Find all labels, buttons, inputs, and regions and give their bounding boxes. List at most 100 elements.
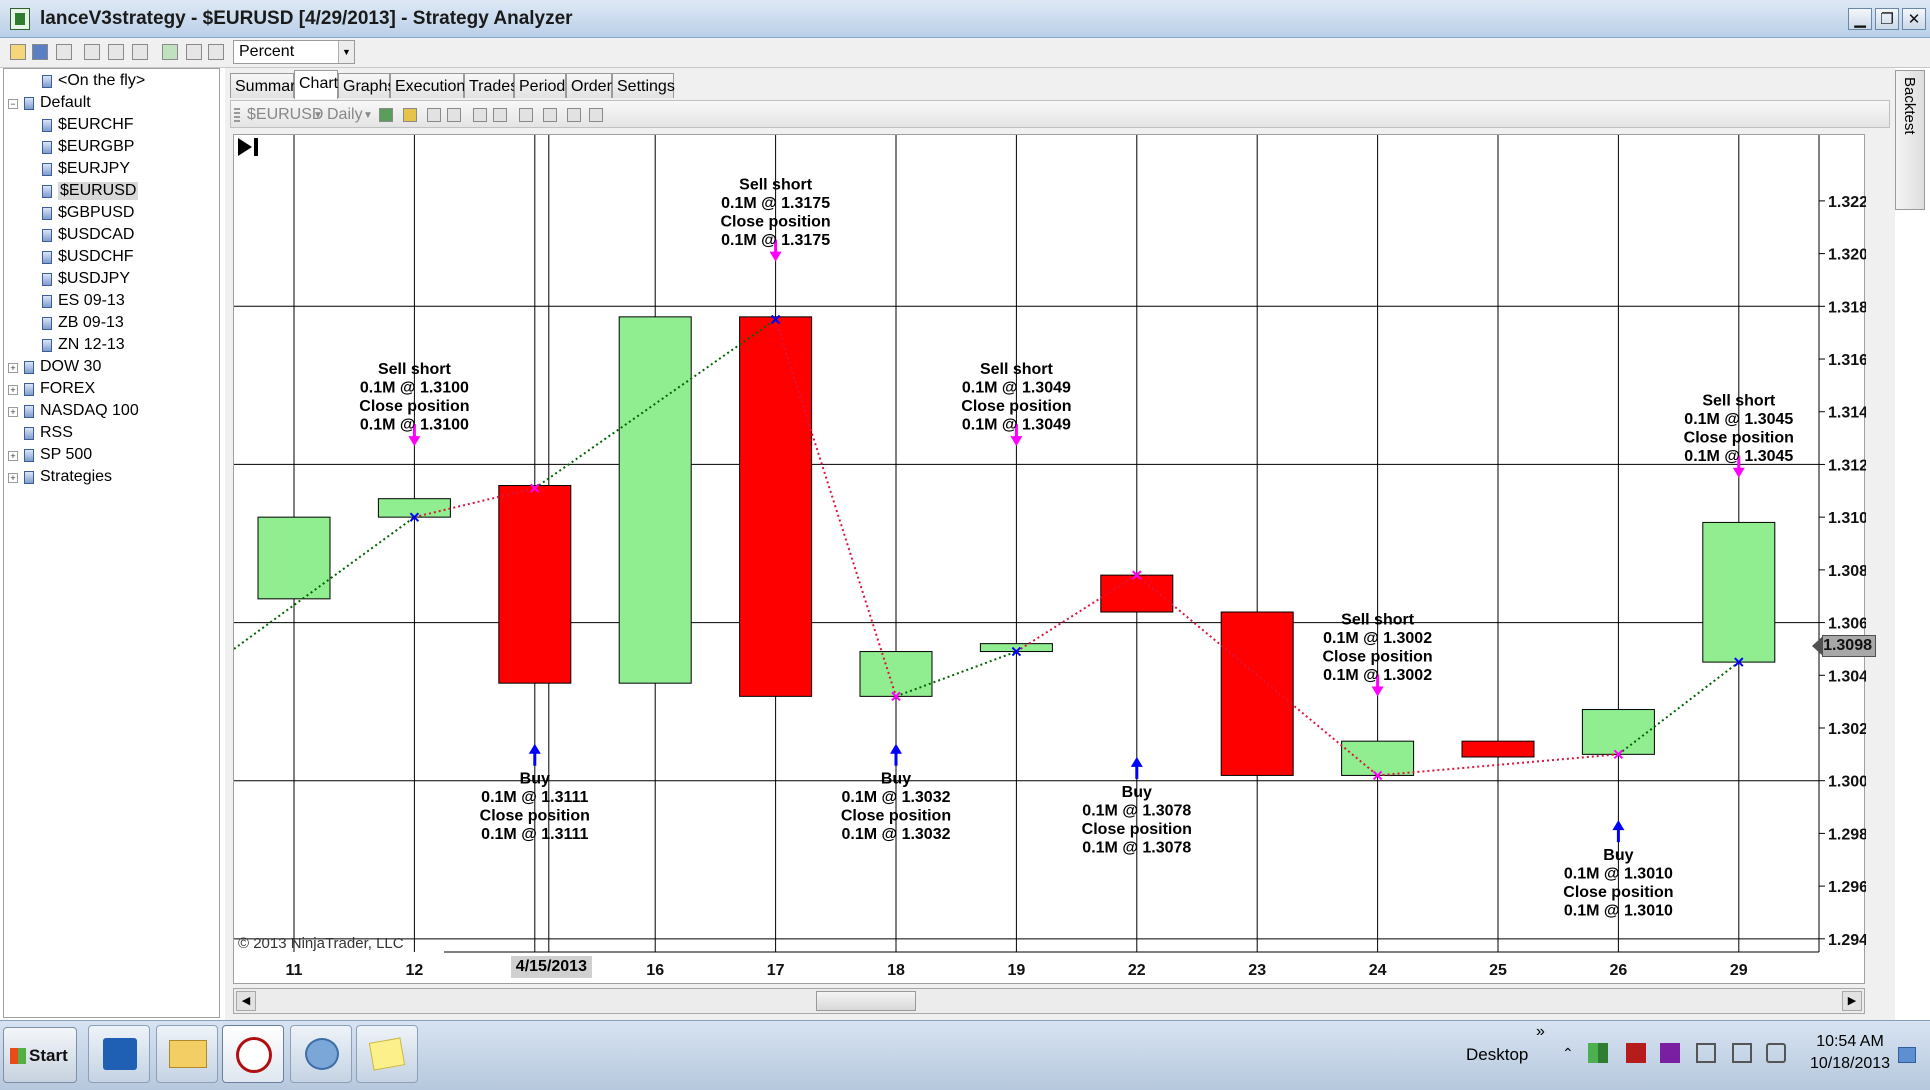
scroll-thumb[interactable] xyxy=(816,991,916,1011)
power-icon[interactable] xyxy=(1732,1043,1752,1063)
tab-graphs[interactable]: Graphs xyxy=(338,73,395,98)
tree-item[interactable]: $GBPUSD xyxy=(4,203,214,225)
backtest-side-tab[interactable]: Backtest xyxy=(1895,70,1925,210)
close-button[interactable]: ✕ xyxy=(1902,8,1926,30)
tree-item[interactable]: $EURGBP xyxy=(4,137,214,159)
display-mode-select[interactable]: Percent ▼ xyxy=(233,40,355,64)
clock-date[interactable]: 10/18/2013 xyxy=(1809,1055,1891,1072)
snapshot-icon[interactable] xyxy=(567,108,581,122)
tree-item[interactable]: $EURUSD xyxy=(4,181,214,203)
tree-item[interactable]: + DOW 30 xyxy=(4,357,214,379)
print-icon[interactable] xyxy=(56,44,72,60)
tree-item[interactable]: RSS xyxy=(4,423,214,445)
scroll-left-arrow-icon[interactable]: ◀ xyxy=(236,991,256,1011)
expand-icon[interactable]: + xyxy=(8,407,18,417)
tab-periods[interactable]: Periods xyxy=(514,73,573,98)
scroll-right-arrow-icon[interactable]: ▶ xyxy=(1842,991,1862,1011)
time-tick-label: 23 xyxy=(1248,962,1266,979)
scroll-to-end-icon[interactable] xyxy=(234,135,264,159)
expand-icon[interactable]: + xyxy=(8,451,18,461)
execution-marker xyxy=(1011,646,1022,657)
restore-button[interactable]: ❐ xyxy=(1875,8,1899,30)
action-center-flag-icon[interactable] xyxy=(1696,1043,1716,1063)
buy-signal-label: 0.1M @ 1.3010 xyxy=(1564,903,1673,920)
remove-icon[interactable] xyxy=(208,44,224,60)
bar-style-icon[interactable] xyxy=(379,108,393,122)
horizontal-scrollbar[interactable]: ◀ ▶ xyxy=(233,988,1865,1014)
tab-orders[interactable]: Orders xyxy=(566,73,620,98)
sticky-notes-task-button[interactable] xyxy=(356,1025,418,1083)
tray-app-icon[interactable] xyxy=(1588,1043,1608,1063)
tree-item[interactable]: ZB 09-13 xyxy=(4,313,214,335)
crosshair-icon[interactable] xyxy=(473,108,487,122)
price-tick-label: 1.3040 xyxy=(1828,668,1866,685)
ninjatrader-task-button[interactable] xyxy=(222,1025,284,1083)
properties-icon[interactable] xyxy=(493,108,507,122)
period-selector[interactable]: Daily xyxy=(327,106,363,123)
chevron-down-icon[interactable]: ▼ xyxy=(363,110,373,121)
tree-item[interactable]: $EURCHF xyxy=(4,115,214,137)
expand-icon[interactable]: + xyxy=(8,363,18,373)
tree-item[interactable]: $USDJPY xyxy=(4,269,214,291)
edit-icon[interactable] xyxy=(186,44,202,60)
start-button[interactable]: Start xyxy=(3,1027,77,1083)
chevron-down-icon[interactable]: ▼ xyxy=(313,110,323,121)
tree-item[interactable]: $USDCHF xyxy=(4,247,214,269)
instrument-selector[interactable]: $EURUSD xyxy=(247,106,324,123)
price-tick-label: 1.3200 xyxy=(1828,247,1866,264)
volume-icon[interactable] xyxy=(1766,1043,1786,1063)
tree-item[interactable]: + NASDAQ 100 xyxy=(4,401,214,423)
tree-item[interactable]: $USDCAD xyxy=(4,225,214,247)
price-tick-label: 1.3000 xyxy=(1828,774,1866,791)
camera-task-button[interactable] xyxy=(290,1025,352,1083)
sell-signal-label: 0.1M @ 1.3049 xyxy=(962,417,1071,434)
minimize-button[interactable]: ▁ xyxy=(1848,8,1872,30)
strategies-icon[interactable] xyxy=(543,108,557,122)
toolbar-overflow-icon[interactable]: » xyxy=(1536,1023,1545,1040)
instrument-tree: <On the fly> − Default $EURCHF $EURGBP $EURJP… xyxy=(3,68,220,1018)
data-box-icon[interactable] xyxy=(589,108,603,122)
tree-item[interactable]: + FOREX xyxy=(4,379,214,401)
tab-trades[interactable]: Trades xyxy=(464,73,518,98)
open-folder-icon[interactable] xyxy=(10,44,26,60)
sell-signal-label: Sell short xyxy=(378,361,452,378)
tree-item[interactable]: <On the fly> xyxy=(4,71,214,93)
tab-summary[interactable]: Summary xyxy=(230,73,303,98)
desktop-toolbar-label[interactable]: Desktop xyxy=(1466,1045,1529,1064)
expand-icon[interactable]: + xyxy=(8,385,18,395)
chevron-down-icon[interactable]: ▼ xyxy=(338,41,354,63)
tab-chart[interactable]: Chart xyxy=(294,70,338,99)
acrobat-icon[interactable] xyxy=(1626,1043,1646,1063)
zoom-in-icon[interactable] xyxy=(427,108,441,122)
price-chart[interactable]: 1.2940 1.2960 1.2980 1.3000 1.3020 1.3040 1.30… xyxy=(233,134,1876,984)
tree-item[interactable]: ES 09-13 xyxy=(4,291,214,313)
add-icon[interactable] xyxy=(162,44,178,60)
show-hidden-icons-icon[interactable]: ⌃ xyxy=(1562,1045,1574,1061)
tree-item-label: ZN 12-13 xyxy=(58,336,125,353)
explorer-task-button[interactable] xyxy=(156,1025,218,1083)
onenote-icon[interactable] xyxy=(1660,1043,1680,1063)
tree-item[interactable]: + SP 500 xyxy=(4,445,214,467)
monthly-period-icon[interactable] xyxy=(132,44,148,60)
expand-icon[interactable]: + xyxy=(8,473,18,483)
tree-item[interactable]: − Default xyxy=(4,93,214,115)
clock-time[interactable]: 10:54 AM xyxy=(1816,1033,1884,1050)
sell-signal-label: Close position xyxy=(1684,430,1794,447)
tree-item[interactable]: + Strategies xyxy=(4,467,214,489)
zoom-out-icon[interactable] xyxy=(447,108,461,122)
indicators-icon[interactable] xyxy=(519,108,533,122)
daily-period-icon[interactable] xyxy=(84,44,100,60)
outlook-task-button[interactable] xyxy=(88,1025,150,1083)
notification-icon[interactable] xyxy=(1898,1047,1916,1063)
tree-item-label: SP 500 xyxy=(40,446,93,463)
drawing-tool-icon[interactable] xyxy=(403,108,417,122)
price-tick-label: 1.3060 xyxy=(1828,616,1866,633)
time-tick-label: 29 xyxy=(1730,962,1748,979)
weekly-period-icon[interactable] xyxy=(108,44,124,60)
tree-item[interactable]: ZN 12-13 xyxy=(4,335,214,357)
tab-settings[interactable]: Settings xyxy=(612,73,675,98)
tree-item[interactable]: $EURJPY xyxy=(4,159,214,181)
save-icon[interactable] xyxy=(32,44,48,60)
tab-executions[interactable]: Executions xyxy=(390,73,473,98)
collapse-icon[interactable]: − xyxy=(8,99,18,109)
